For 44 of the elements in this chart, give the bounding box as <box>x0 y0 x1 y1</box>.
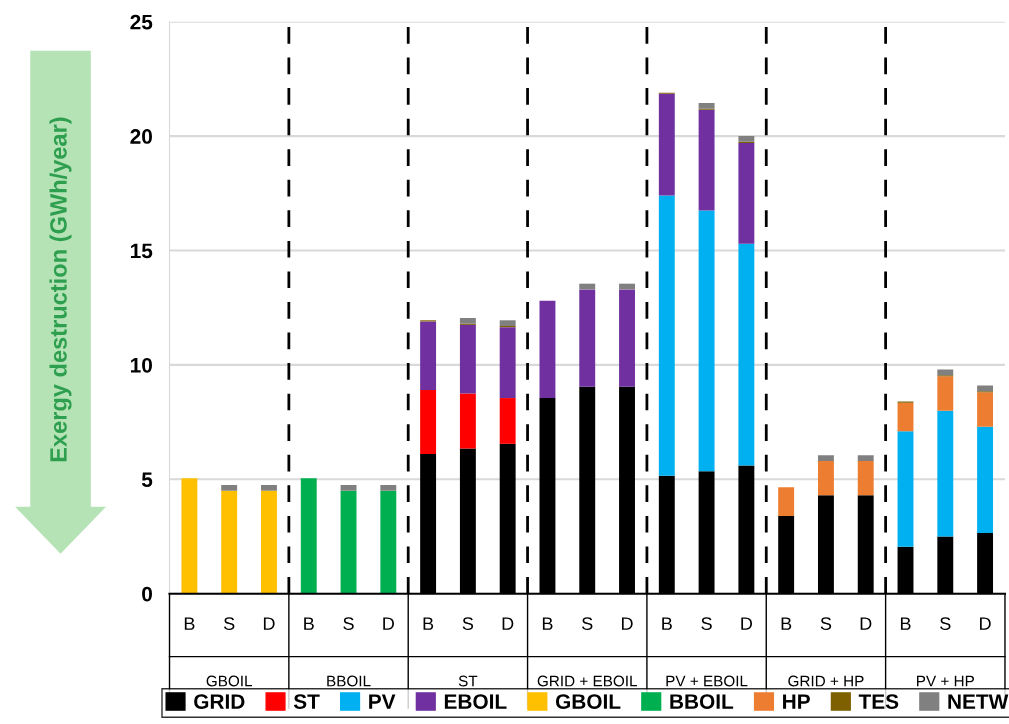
y-tick-label: 5 <box>141 472 153 488</box>
x-tick-label: B <box>662 617 672 630</box>
legend-label: EBOIL <box>444 694 507 709</box>
x-tick-label: B <box>423 617 434 630</box>
x-tick-label: D <box>741 617 753 630</box>
x-tick-label: B <box>184 617 195 630</box>
legend-label: BBOIL <box>670 694 734 709</box>
legend-label: TES <box>858 694 899 709</box>
x-tick-label: S <box>462 617 474 630</box>
x-tick-label: D <box>502 617 514 630</box>
text: PV + EBOIL <box>666 675 748 687</box>
x-tick-label: S <box>701 617 712 630</box>
legend-label: PV <box>369 694 396 709</box>
text: BBOIL <box>327 675 371 687</box>
x-tick-label: S <box>940 617 951 630</box>
text: GRID + HP <box>788 675 864 687</box>
y-axis-title: Exergy destruction (GWh/year) <box>49 117 72 462</box>
x-tick-label: S <box>343 617 354 630</box>
y-tick-label: 10 <box>130 357 152 373</box>
text: GRID + EBOIL <box>537 675 638 687</box>
x-tick-label: B <box>781 617 792 630</box>
x-tick-label: D <box>980 617 991 630</box>
text: ST <box>458 675 478 687</box>
x-tick-label: B <box>304 617 314 630</box>
legend-label: ST <box>293 694 320 709</box>
legend-label: HP <box>783 694 810 709</box>
legend-label: GBOIL <box>555 694 621 709</box>
y-tick-label: 20 <box>130 129 152 144</box>
text: PV + HP <box>917 675 974 687</box>
legend-label: GRID <box>194 694 245 709</box>
x-tick-label: S <box>223 617 235 630</box>
text: GBOIL <box>206 675 253 687</box>
x-tick-label: D <box>263 617 275 630</box>
x-tick-label: B <box>542 617 553 630</box>
x-tick-label: S <box>820 617 832 630</box>
legend-label: NETW <box>948 694 1009 709</box>
x-tick-label: S <box>582 617 593 630</box>
y-tick-label: 25 <box>130 14 153 30</box>
x-tick-label: D <box>621 617 633 630</box>
y-tick-label: 15 <box>130 243 153 259</box>
x-tick-label: B <box>900 617 911 630</box>
y-tick-label: 0 <box>142 586 152 602</box>
x-tick-label: D <box>383 617 394 630</box>
x-tick-label: D <box>860 617 872 630</box>
